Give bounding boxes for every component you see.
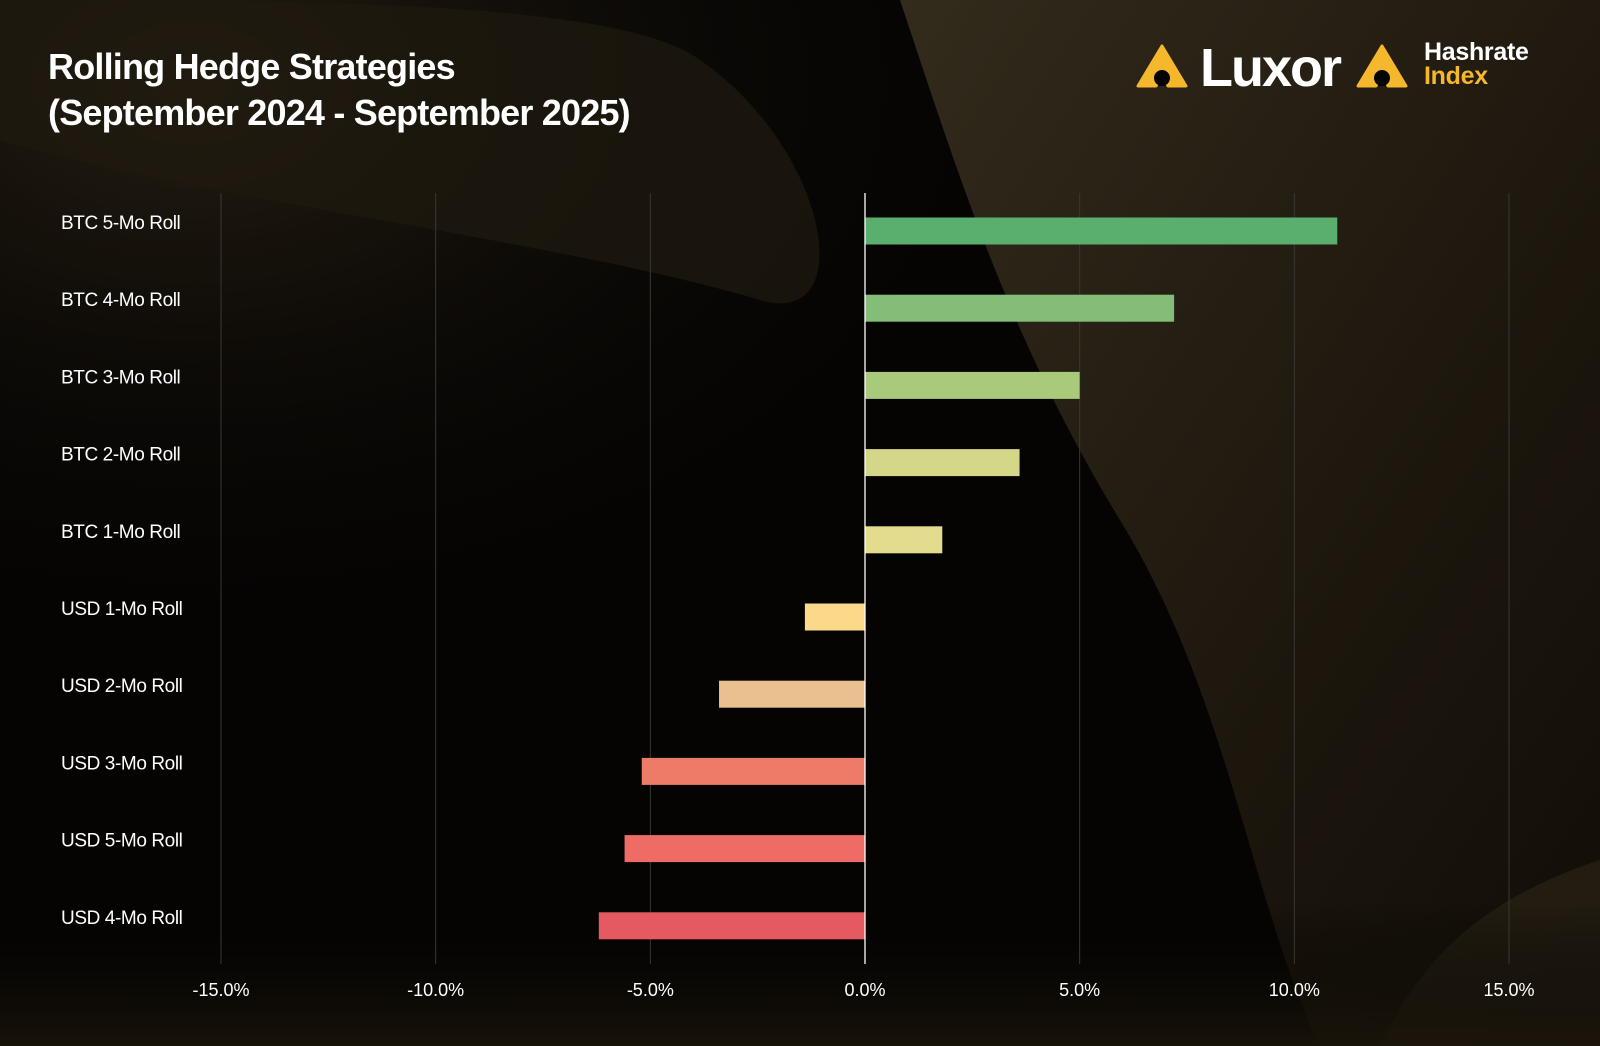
category-label: BTC 5-Mo Roll [61, 213, 180, 234]
bar [598, 912, 865, 940]
chart-title: Rolling Hedge Strategies (September 2024… [48, 44, 631, 136]
category-label: BTC 4-Mo Roll [61, 290, 180, 311]
category-label: USD 5-Mo Roll [61, 831, 183, 852]
title-line-2: (September 2024 - September 2025) [48, 92, 631, 133]
bar [865, 449, 1020, 477]
title-line-1: Rolling Hedge Strategies [48, 46, 456, 87]
category-label: USD 2-Mo Roll [61, 676, 183, 697]
bar [865, 371, 1080, 399]
index-wordmark-line: Index [1424, 62, 1488, 90]
category-label: USD 1-Mo Roll [61, 599, 183, 620]
hashrate-wordmark-line: Hashrate [1424, 38, 1529, 66]
hashrate-index-wordmark: Hashrate Index [1424, 38, 1529, 90]
category-label: BTC 2-Mo Roll [61, 445, 180, 466]
hashrate-index-logo-icon [1356, 44, 1408, 88]
bar [865, 294, 1175, 322]
category-label: USD 4-Mo Roll [61, 908, 183, 929]
category-label: BTC 1-Mo Roll [61, 522, 180, 543]
category-label: BTC 3-Mo Roll [61, 367, 180, 388]
bar [641, 757, 865, 785]
x-tick-label: 15.0% [1483, 980, 1534, 1000]
bar [624, 835, 865, 863]
x-tick-label: -15.0% [192, 980, 249, 1000]
x-tick-label: 10.0% [1269, 980, 1320, 1000]
brand-logos: Luxor Hashrate Index [1134, 38, 1564, 100]
x-tick-label: -5.0% [627, 980, 674, 1000]
x-tick-label: 5.0% [1059, 980, 1100, 1000]
bar [719, 680, 865, 708]
bar [865, 217, 1338, 245]
bar [804, 603, 865, 631]
luxor-wordmark: Luxor [1200, 38, 1342, 98]
x-tick-labels: -15.0% -10.0% -5.0% 0.0% 5.0% 10.0% 15.0% [192, 980, 1534, 1000]
bar [865, 526, 943, 554]
category-label: USD 3-Mo Roll [61, 753, 183, 774]
x-tick-label: -10.0% [407, 980, 464, 1000]
x-tick-label: 0.0% [844, 980, 885, 1000]
category-labels: BTC 5-Mo Roll BTC 4-Mo Roll BTC 3-Mo Roll B… [61, 213, 183, 929]
luxor-logo-icon [1136, 44, 1188, 88]
bars [598, 217, 1338, 940]
